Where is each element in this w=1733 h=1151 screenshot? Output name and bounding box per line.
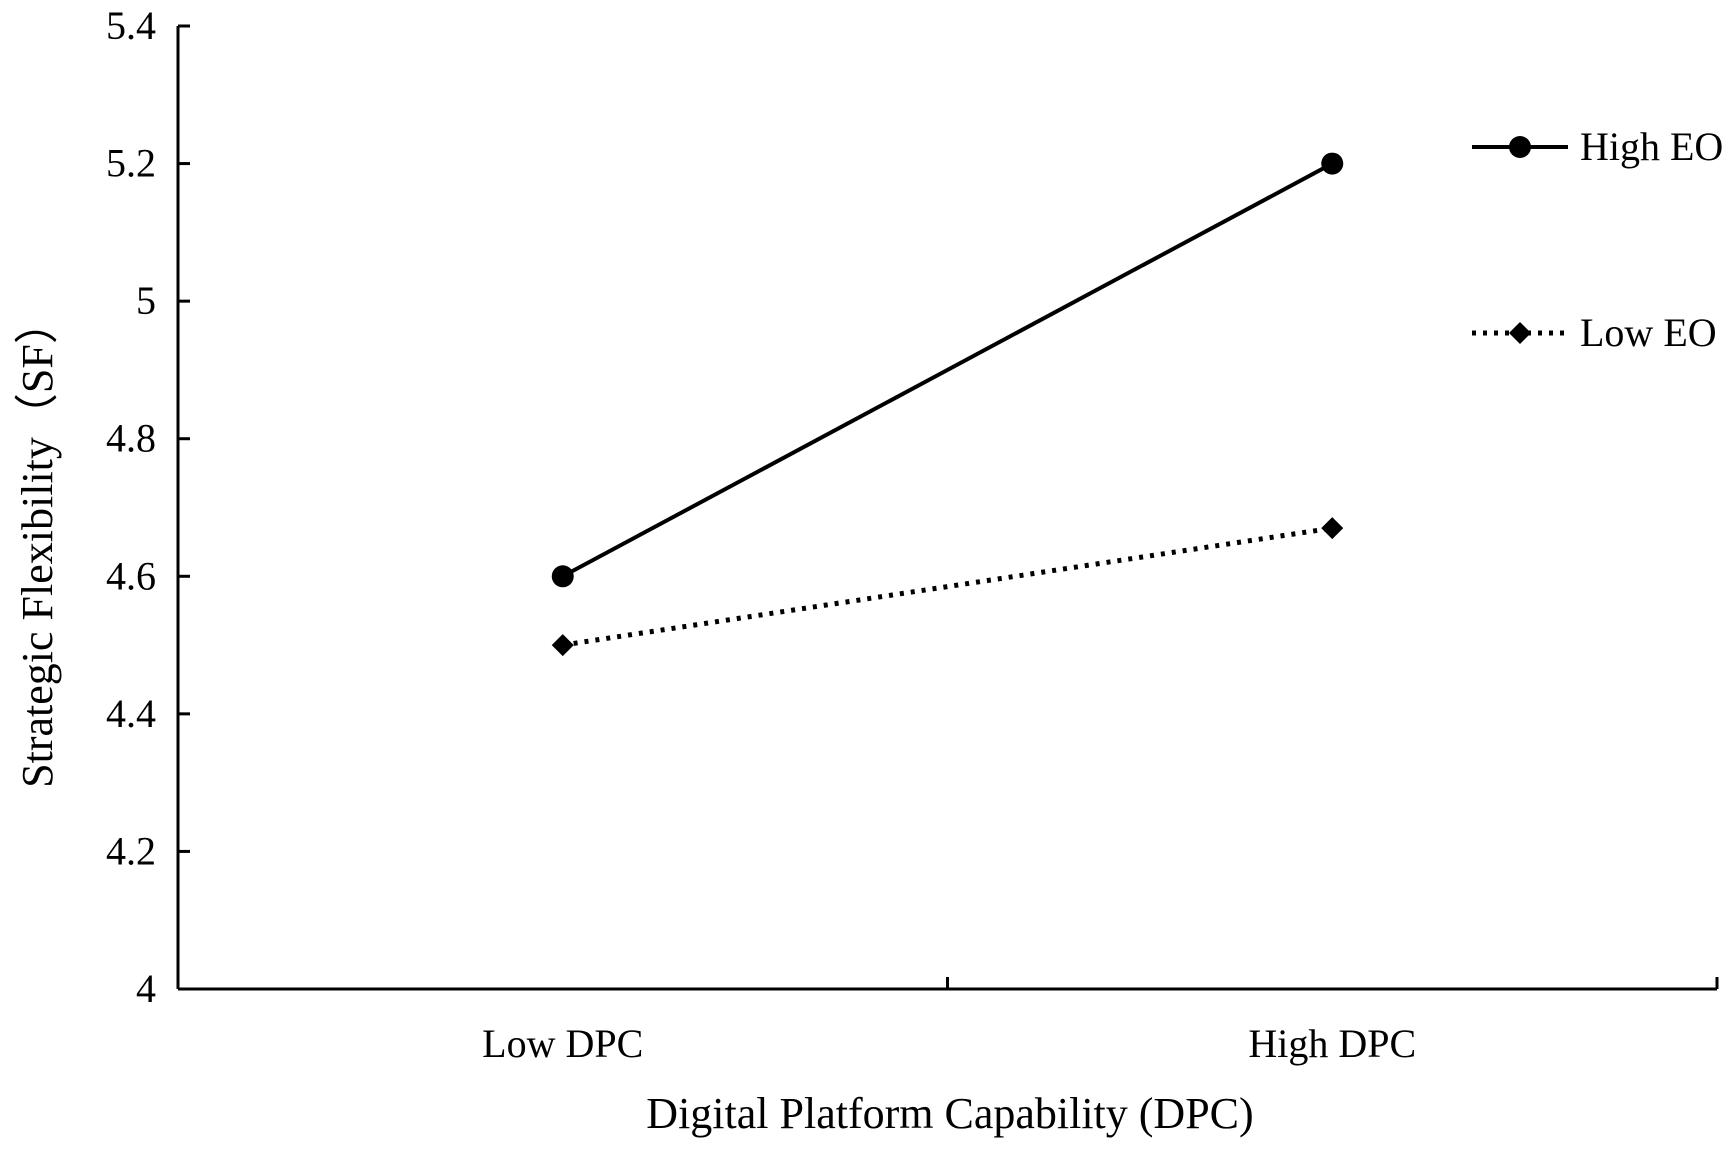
legend-label-low-eo: Low EO: [1580, 310, 1717, 355]
y-tick-label: 4.6: [106, 553, 156, 598]
y-tick-label: 5.4: [106, 3, 156, 48]
x-tick-labels: Low DPC High DPC: [482, 1021, 1416, 1066]
data-point-low-eo: [1321, 517, 1344, 540]
x-axis-title: Digital Platform Capability (DPC): [646, 1089, 1253, 1138]
y-tick-label: 4: [136, 966, 156, 1011]
x-tick-label: High DPC: [1248, 1021, 1416, 1066]
series-low-eo: [551, 517, 1344, 657]
x-tick-label: Low DPC: [482, 1021, 643, 1066]
y-tick-labels: 4 4.2 4.4 4.6 4.8 5 5.2 5.4: [106, 3, 156, 1011]
data-point-high-eo: [1321, 152, 1344, 175]
legend-marker-high-eo: [1509, 136, 1531, 158]
y-tick-label: 5.2: [106, 141, 156, 186]
legend-label-high-eo: High EO: [1580, 124, 1723, 169]
series-line-high-eo: [561, 161, 1334, 579]
y-axis-title: Strategic Flexibility（SF）: [13, 300, 62, 788]
chart-axes: [176, 24, 1719, 991]
legend-marker-low-eo: [1509, 322, 1531, 344]
data-point-high-eo: [551, 565, 574, 588]
legend-item-low-eo: Low EO: [1472, 310, 1717, 355]
y-tick-label: 4.2: [106, 828, 156, 873]
series-line-low-eo: [562, 525, 1333, 648]
y-tick-label: 4.8: [106, 416, 156, 461]
series-layer: [551, 152, 1344, 657]
data-point-low-eo: [551, 634, 574, 657]
series-high-eo: [551, 152, 1344, 588]
legend-item-high-eo: High EO: [1472, 124, 1723, 169]
y-tick-label: 5: [136, 278, 156, 323]
y-tick-label: 4.4: [106, 691, 156, 736]
legend: High EO Low EO: [1472, 124, 1723, 355]
